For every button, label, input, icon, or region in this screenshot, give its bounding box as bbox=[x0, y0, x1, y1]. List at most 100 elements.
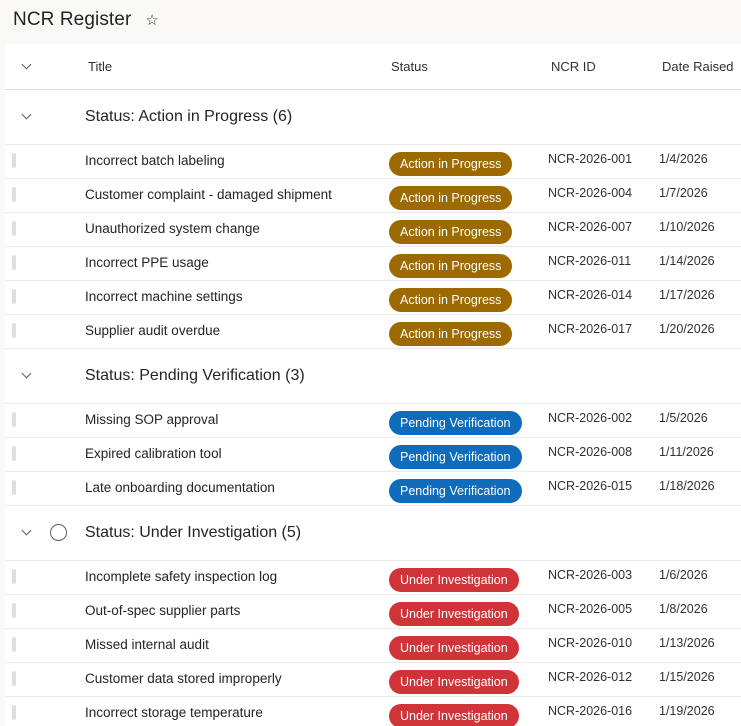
row-title[interactable]: Incorrect batch labeling bbox=[85, 153, 225, 168]
row-select-handle[interactable] bbox=[12, 153, 16, 168]
row-date-raised: 1/7/2026 bbox=[659, 186, 708, 200]
list-row[interactable]: Missing SOP approval Pending Verification… bbox=[5, 404, 741, 438]
status-badge: Action in Progress bbox=[389, 254, 513, 278]
status-badge: Action in Progress bbox=[389, 186, 513, 210]
status-badge: Under Investigation bbox=[389, 568, 519, 592]
row-date-raised: 1/4/2026 bbox=[659, 152, 708, 166]
row-ncr-id: NCR-2026-007 bbox=[548, 220, 633, 234]
status-badge: Under Investigation bbox=[389, 602, 519, 626]
row-title[interactable]: Incorrect storage temperature bbox=[85, 705, 263, 720]
row-date-raised: 1/20/2026 bbox=[659, 322, 715, 336]
collapse-all-chevron-icon[interactable] bbox=[21, 59, 32, 70]
group-collapse-chevron-icon[interactable] bbox=[21, 368, 32, 379]
row-date-raised: 1/11/2026 bbox=[659, 445, 714, 459]
list-row[interactable]: Incorrect batch labeling Action in Progre… bbox=[5, 145, 741, 179]
column-ncr-id[interactable]: NCR ID bbox=[551, 59, 596, 74]
row-date-raised: 1/6/2026 bbox=[659, 568, 708, 582]
row-select-handle[interactable] bbox=[12, 603, 16, 618]
group-header[interactable]: Status: Pending Verification (3) bbox=[5, 349, 741, 404]
list-row[interactable]: Incomplete safety inspection log Under In… bbox=[5, 561, 741, 595]
row-title[interactable]: Unauthorized system change bbox=[85, 221, 260, 236]
group-title: Status: Pending Verification (3) bbox=[85, 367, 305, 384]
row-select-handle[interactable] bbox=[12, 705, 16, 720]
row-ncr-id: NCR-2026-011 bbox=[548, 254, 632, 268]
row-select-handle[interactable] bbox=[12, 671, 16, 686]
row-title[interactable]: Late onboarding documentation bbox=[85, 480, 275, 495]
row-date-raised: 1/8/2026 bbox=[659, 602, 708, 616]
list-row[interactable]: Customer data stored improperly Under Inv… bbox=[5, 663, 741, 697]
group-select-circle-icon[interactable] bbox=[50, 524, 67, 541]
column-title[interactable]: Title bbox=[88, 59, 113, 74]
list-row[interactable]: Customer complaint - damaged shipment Act… bbox=[5, 179, 741, 213]
group-title: Status: Action in Progress (6) bbox=[85, 108, 293, 125]
row-select-handle[interactable] bbox=[12, 221, 16, 236]
list-row[interactable]: Missed internal audit Under Investigation… bbox=[5, 629, 741, 663]
list-row[interactable]: Unauthorized system change Action in Prog… bbox=[5, 213, 741, 247]
row-title[interactable]: Customer complaint - damaged shipment bbox=[85, 187, 332, 202]
row-date-raised: 1/13/2026 bbox=[659, 636, 715, 650]
row-title[interactable]: Incorrect PPE usage bbox=[85, 255, 209, 270]
list-row[interactable]: Out-of-spec supplier parts Under Investig… bbox=[5, 595, 741, 629]
row-title[interactable]: Missed internal audit bbox=[85, 637, 209, 652]
row-ncr-id: NCR-2026-003 bbox=[548, 568, 633, 582]
group-collapse-chevron-icon[interactable] bbox=[21, 525, 32, 536]
row-ncr-id: NCR-2026-002 bbox=[548, 411, 633, 425]
list-row[interactable]: Supplier audit overdue Action in Progress… bbox=[5, 315, 741, 349]
column-status[interactable]: Status bbox=[391, 59, 428, 74]
row-date-raised: 1/18/2026 bbox=[659, 479, 715, 493]
status-badge: Pending Verification bbox=[389, 479, 522, 503]
row-ncr-id: NCR-2026-001 bbox=[548, 152, 633, 166]
row-date-raised: 1/17/2026 bbox=[659, 288, 715, 302]
row-ncr-id: NCR-2026-004 bbox=[548, 186, 633, 200]
row-date-raised: 1/19/2026 bbox=[659, 704, 715, 718]
row-select-handle[interactable] bbox=[12, 289, 16, 304]
list-row[interactable]: Late onboarding documentation Pending Ver… bbox=[5, 472, 741, 506]
group-collapse-chevron-icon[interactable] bbox=[21, 109, 32, 120]
ncr-list: Title Status NCR ID Date Raised Status: … bbox=[5, 44, 741, 726]
list-row[interactable]: Expired calibration tool Pending Verifica… bbox=[5, 438, 741, 472]
column-date-raised[interactable]: Date Raised bbox=[662, 59, 734, 74]
row-select-handle[interactable] bbox=[12, 446, 16, 461]
group-header[interactable]: Status: Under Investigation (5) bbox=[5, 506, 741, 561]
row-title[interactable]: Expired calibration tool bbox=[85, 446, 222, 461]
row-title[interactable]: Incomplete safety inspection log bbox=[85, 569, 278, 584]
favorite-star-icon[interactable]: ☆ bbox=[145, 11, 159, 29]
group-header[interactable]: Status: Action in Progress (6) bbox=[5, 90, 741, 145]
row-date-raised: 1/14/2026 bbox=[659, 254, 715, 268]
row-ncr-id: NCR-2026-005 bbox=[548, 602, 633, 616]
row-ncr-id: NCR-2026-015 bbox=[548, 479, 633, 493]
row-date-raised: 1/10/2026 bbox=[659, 220, 715, 234]
row-title[interactable]: Out-of-spec supplier parts bbox=[85, 603, 241, 618]
row-title[interactable]: Customer data stored improperly bbox=[85, 671, 282, 686]
row-select-handle[interactable] bbox=[12, 412, 16, 427]
status-badge: Action in Progress bbox=[389, 322, 513, 346]
status-badge: Pending Verification bbox=[389, 445, 522, 469]
row-select-handle[interactable] bbox=[12, 255, 16, 270]
row-select-handle[interactable] bbox=[12, 187, 16, 202]
column-header-row: Title Status NCR ID Date Raised bbox=[5, 44, 741, 90]
status-badge: Action in Progress bbox=[389, 288, 513, 312]
row-ncr-id: NCR-2026-014 bbox=[548, 288, 633, 302]
row-title[interactable]: Incorrect machine settings bbox=[85, 289, 243, 304]
list-row[interactable]: Incorrect storage temperature Under Inves… bbox=[5, 697, 741, 726]
row-title[interactable]: Missing SOP approval bbox=[85, 412, 219, 427]
list-row[interactable]: Incorrect PPE usage Action in Progress NCR… bbox=[5, 247, 741, 281]
group-title: Status: Under Investigation (5) bbox=[85, 524, 302, 541]
row-select-handle[interactable] bbox=[12, 480, 16, 495]
row-select-handle[interactable] bbox=[12, 637, 16, 652]
row-ncr-id: NCR-2026-010 bbox=[548, 636, 633, 650]
status-badge: Action in Progress bbox=[389, 220, 513, 244]
row-select-handle[interactable] bbox=[12, 569, 16, 584]
row-ncr-id: NCR-2026-016 bbox=[548, 704, 633, 718]
status-badge: Pending Verification bbox=[389, 411, 522, 435]
row-date-raised: 1/15/2026 bbox=[659, 670, 715, 684]
list-row[interactable]: Incorrect machine settings Action in Prog… bbox=[5, 281, 741, 315]
status-badge: Under Investigation bbox=[389, 670, 519, 694]
row-select-handle[interactable] bbox=[12, 323, 16, 338]
row-date-raised: 1/5/2026 bbox=[659, 411, 708, 425]
row-title[interactable]: Supplier audit overdue bbox=[85, 323, 221, 338]
row-ncr-id: NCR-2026-012 bbox=[548, 670, 633, 684]
status-badge: Action in Progress bbox=[389, 152, 513, 176]
page-header: NCR Register ☆ bbox=[13, 8, 159, 32]
status-badge: Under Investigation bbox=[389, 636, 519, 660]
